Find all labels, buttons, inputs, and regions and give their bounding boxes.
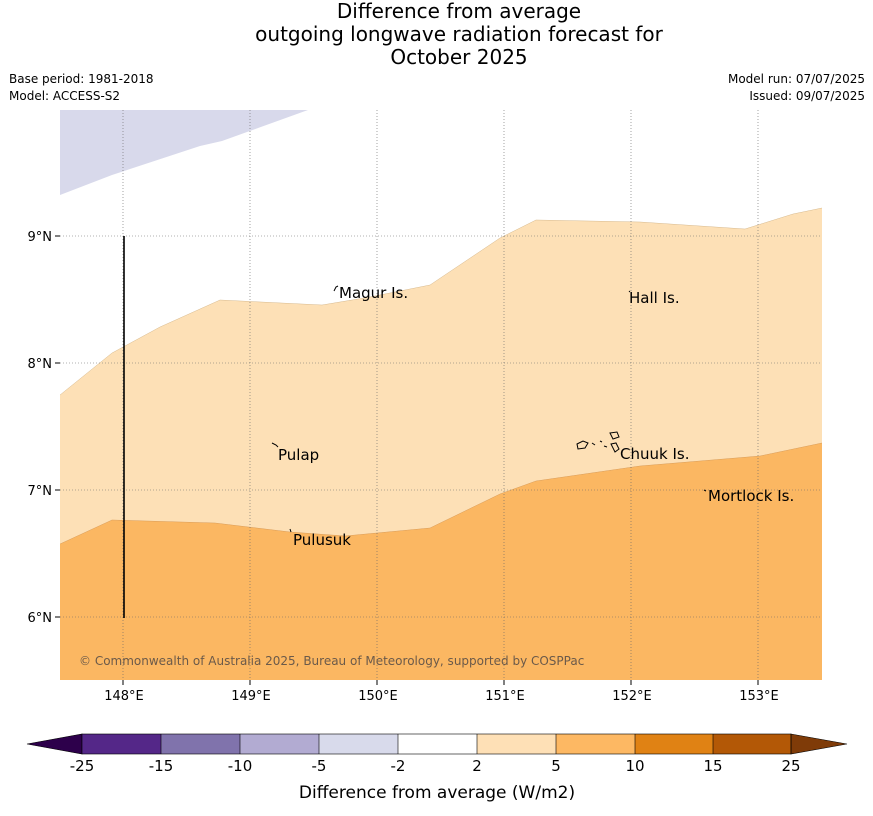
colorbar-tick-2: -15 (149, 757, 174, 775)
colorbar-label: Difference from average (W/m2) (299, 783, 575, 803)
colorbar-segment-9 (713, 734, 791, 754)
label-pulap: Pulap (278, 446, 319, 464)
colorbar-tick-10: 25 (781, 757, 800, 775)
lon-label-153e: 153°E (739, 689, 779, 704)
anomaly-region-5-to-10 (60, 443, 822, 680)
colorbar-tick-5: -2 (391, 757, 406, 775)
title-line-3: October 2025 (390, 45, 528, 69)
label-mortlock: Mortlock Is. (708, 487, 794, 505)
anomaly-region-2-to-5 (60, 208, 822, 544)
lon-label-151e: 151°E (485, 689, 525, 704)
lat-label-9n: 9°N (28, 230, 53, 245)
colorbar-segment-2 (161, 734, 240, 754)
copyright-note: © Commonwealth of Australia 2025, Bureau… (79, 654, 584, 668)
colorbar-segment-8 (635, 734, 713, 754)
lon-label-148e: 148°E (104, 689, 144, 704)
map-area: Magur Is. Hall Is. Pulap Chuuk Is. Mortl… (60, 110, 822, 680)
info-left: Base period: 1981-2018 Model: ACCESS-S2 (9, 71, 154, 105)
lon-label-152e: 152°E (612, 689, 652, 704)
lat-label-6n: 6°N (28, 611, 53, 626)
colorbar-segment-4 (319, 734, 398, 754)
hall-island-shape (628, 290, 631, 293)
colorbar-tick-8: 10 (625, 757, 644, 775)
title-line-2: outgoing longwave radiation forecast for (255, 22, 663, 46)
base-period: Base period: 1981-2018 (9, 72, 154, 86)
mortlock-island-shape (703, 489, 707, 492)
colorbar-tick-4: -5 (312, 757, 327, 775)
label-hall: Hall Is. (629, 289, 680, 307)
colorbar-over-arrow (790, 733, 848, 755)
model-name: Model: ACCESS-S2 (9, 89, 121, 103)
pulap-island-shape (271, 442, 279, 448)
chart-title: Difference from average outgoing longwav… (0, 0, 873, 69)
colorbar-tick-9: 15 (703, 757, 722, 775)
magur-island-shape (333, 285, 339, 292)
colorbar-segment-6 (477, 734, 556, 754)
colorbar-tick-3: -10 (228, 757, 253, 775)
lon-ticks (122, 680, 759, 685)
islands (271, 285, 707, 533)
lon-labels: 148°E 149°E 150°E 151°E 152°E 153°E (104, 689, 779, 704)
colorbar-segment-3 (240, 734, 319, 754)
title-line-1: Difference from average (336, 0, 582, 23)
info-right: Model run: 07/07/2025 Issued: 09/07/2025 (728, 71, 865, 105)
anomaly-region-minus5-to-minus2 (60, 110, 308, 195)
issued-date: Issued: 09/07/2025 (749, 89, 865, 103)
colorbar-tick-1: -25 (70, 757, 95, 775)
pulusuk-island-shape (289, 528, 292, 533)
lat-label-8n: 8°N (28, 357, 53, 372)
lon-label-149e: 149°E (231, 689, 271, 704)
lat-label-7n: 7°N (28, 484, 53, 499)
gridlines (60, 110, 822, 680)
label-pulusuk: Pulusuk (293, 531, 351, 549)
colorbar-segment-1 (82, 734, 161, 754)
lon-label-150e: 150°E (358, 689, 398, 704)
colorbar-segment-5 (398, 734, 477, 754)
lat-ticks (55, 235, 60, 618)
colorbar-under-arrow (26, 733, 83, 755)
model-run: Model run: 07/07/2025 (727, 72, 865, 86)
label-magur: Magur Is. (339, 284, 408, 302)
chuuk-lagoon-shape (576, 431, 620, 453)
colorbar-segment-7 (556, 734, 635, 754)
label-chuuk: Chuuk Is. (620, 445, 689, 463)
lat-labels: 9°N 8°N 7°N 6°N (28, 230, 53, 626)
colorbar: -25 -15 -10 -5 -2 2 5 10 15 25 Differenc… (26, 733, 848, 803)
colorbar-tick-7: 5 (551, 757, 561, 775)
colorbar-tick-6: 2 (472, 757, 482, 775)
